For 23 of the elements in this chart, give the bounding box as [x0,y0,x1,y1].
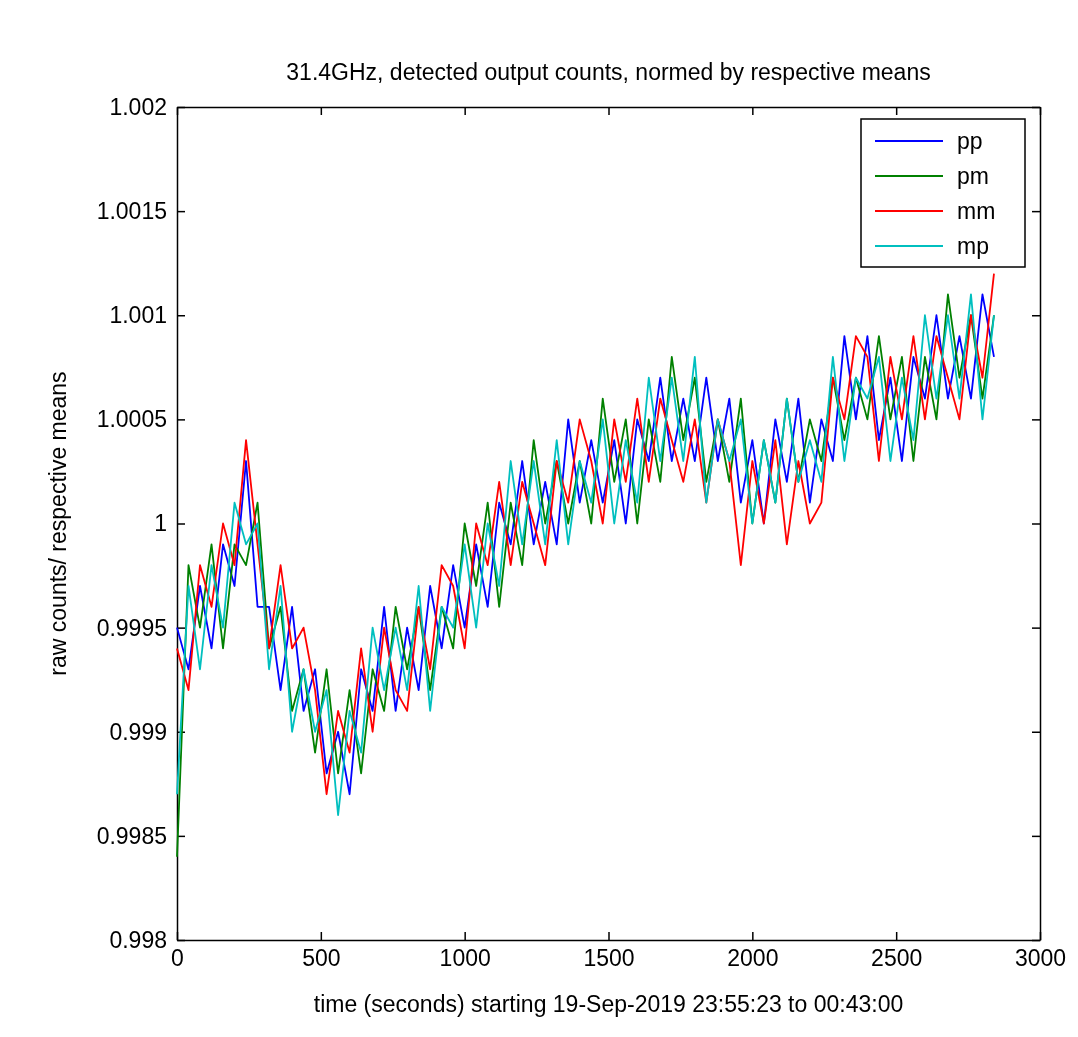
y-tick-label: 1.001 [109,302,167,329]
y-tick-label: 1.002 [109,93,167,120]
y-tick-label: 0.998 [109,926,167,953]
legend-label: mm [957,198,996,224]
y-tick-label: 0.9985 [96,822,167,849]
x-tick-label: 0 [171,945,184,972]
x-axis-title: time (seconds) starting 19-Sep-2019 23:55:23 to 00:43:00 [313,991,904,1017]
x-tick-label: 2000 [727,945,779,972]
y-tick-label: 0.999 [109,718,167,745]
y-tick-label: 0.9995 [96,614,167,641]
x-tick-label: 3000 [1014,945,1067,972]
x-tick-label: 2500 [871,945,923,972]
y-tick-label: 1 [154,510,167,537]
chart-title: 31.4GHz, detected output counts, normed by respective means [286,59,931,85]
y-tick-label: 1.0005 [96,406,167,433]
x-tick-label: 500 [302,945,341,972]
legend-label: pm [957,163,989,189]
legend-label: mp [957,233,989,259]
x-tick-label: 1000 [439,945,491,972]
x-tick-label: 1500 [583,945,635,972]
y-axis-title: raw counts/ respective means [45,371,71,676]
legend-label: pp [957,128,983,154]
y-tick-label: 1.0015 [96,197,167,224]
